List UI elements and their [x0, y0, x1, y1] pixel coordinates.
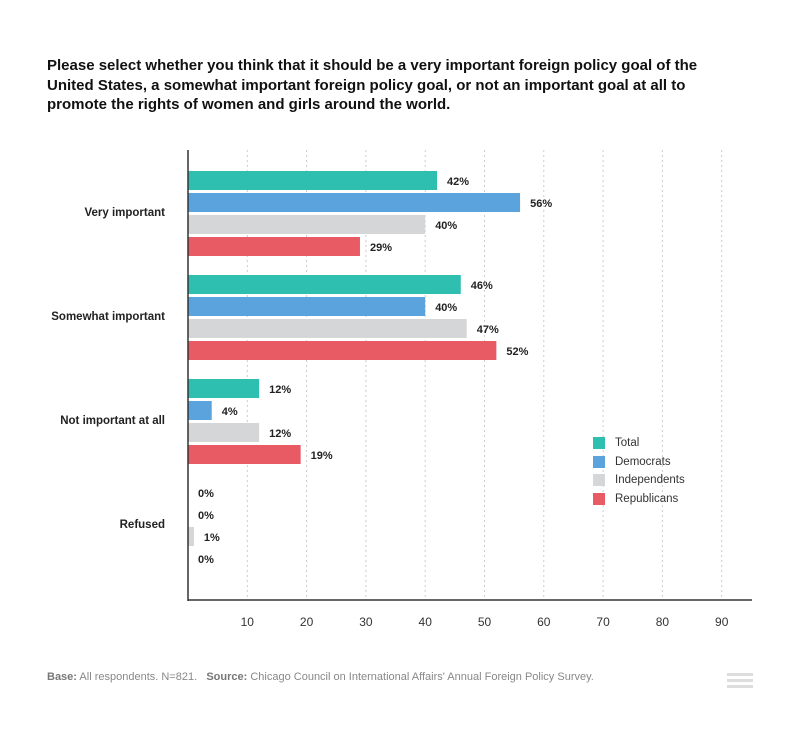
data-label: 42% [447, 176, 469, 188]
bar [188, 171, 438, 190]
legend-swatch [593, 437, 605, 450]
data-label: 19% [311, 450, 333, 462]
chart-title: Please select whether you think that it … [47, 57, 698, 113]
category-label: Somewhat important [51, 311, 165, 323]
bar [188, 319, 467, 338]
bar [188, 193, 521, 212]
x-tick-label: 90 [715, 615, 729, 629]
bar [188, 423, 260, 442]
data-label: 47% [477, 324, 499, 336]
data-label: 46% [471, 280, 493, 292]
data-label: 1% [204, 532, 220, 544]
bar [188, 527, 194, 546]
data-label: 29% [370, 242, 392, 254]
footer: Base: All respondents. N=821. Source: Ch… [47, 671, 594, 683]
data-label: 40% [435, 302, 457, 314]
data-label: 0% [198, 510, 214, 522]
x-tick-label: 70 [596, 615, 610, 629]
category-label: Very important [84, 207, 165, 219]
x-tick-label: 60 [537, 615, 551, 629]
legend-item: Republicans [593, 490, 685, 509]
data-label: 40% [435, 220, 457, 232]
legend-label: Republicans [615, 492, 679, 505]
legend-item: Total [593, 434, 685, 453]
x-tick-label: 40 [419, 615, 433, 629]
bar [188, 237, 360, 256]
x-tick-label: 80 [656, 615, 670, 629]
legend: Total Democrats Independents Republicans [593, 434, 685, 508]
data-label: 0% [198, 488, 214, 500]
bar [188, 445, 301, 464]
bar [188, 401, 212, 420]
legend-item: Democrats [593, 453, 685, 472]
x-tick-label: 10 [241, 615, 255, 629]
x-tick-label: 50 [478, 615, 492, 629]
legend-swatch [593, 455, 605, 468]
data-label: 12% [269, 384, 291, 396]
x-tick-label: 20 [300, 615, 314, 629]
data-label: 12% [269, 428, 291, 440]
legend-swatch [593, 492, 605, 505]
legend-item: Independents [593, 471, 685, 490]
data-label: 56% [530, 198, 552, 210]
source-text: Chicago Council on International Affairs… [250, 671, 594, 683]
data-label: 4% [222, 406, 238, 418]
category-label: Refused [120, 519, 165, 531]
bar [188, 215, 426, 234]
base-text: All respondents. N=821. [79, 671, 198, 683]
base-label: Base: [47, 671, 77, 683]
data-label: 0% [198, 554, 214, 566]
source-label: Source: [206, 671, 248, 683]
legend-swatch [593, 474, 605, 487]
bar [188, 297, 426, 316]
legend-label: Total [615, 437, 640, 450]
bar [188, 379, 260, 398]
data-label: 52% [506, 346, 528, 358]
legend-label: Democrats [615, 455, 671, 468]
category-label: Not important at all [60, 415, 165, 427]
menu-icon[interactable] [727, 673, 753, 691]
bar [188, 275, 461, 294]
legend-label: Independents [615, 474, 685, 487]
x-tick-label: 30 [359, 615, 373, 629]
bar [188, 341, 497, 360]
